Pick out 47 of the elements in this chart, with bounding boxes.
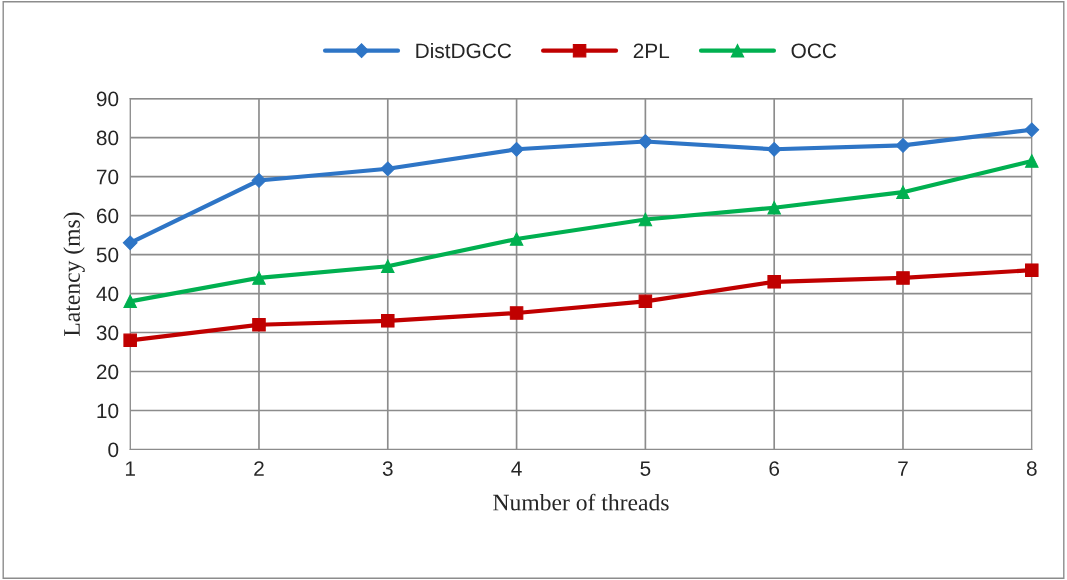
y-tick-label: 40 xyxy=(96,286,119,302)
point xyxy=(896,271,910,285)
legend-label: 2PL xyxy=(633,43,670,58)
y-tick-label: 0 xyxy=(108,442,119,458)
legend-label: OCC xyxy=(791,43,837,59)
legend-label: DistDGCC xyxy=(416,42,512,59)
y-tick-label: 70 xyxy=(96,169,119,185)
point xyxy=(509,306,524,320)
point xyxy=(896,185,910,199)
point xyxy=(638,294,653,309)
x-tick-label: 4 xyxy=(511,461,522,476)
point xyxy=(638,212,653,227)
y-tick-label: 60 xyxy=(96,208,119,224)
point xyxy=(252,271,266,285)
point xyxy=(767,201,781,215)
x-tick-label: 2 xyxy=(254,461,264,476)
y-tick-label: 30 xyxy=(96,325,119,341)
point xyxy=(895,137,911,153)
point xyxy=(766,141,782,157)
y-tick-label: 80 xyxy=(96,130,119,146)
point xyxy=(637,134,653,149)
point xyxy=(1024,122,1040,138)
y-tick-label: 10 xyxy=(97,403,119,419)
point xyxy=(509,232,524,246)
point xyxy=(123,294,137,309)
point xyxy=(1025,154,1039,168)
point xyxy=(122,235,138,251)
x-tick-label: 7 xyxy=(898,461,908,476)
y-tick-label: 50 xyxy=(96,247,119,263)
x-tick-label: 3 xyxy=(382,461,393,476)
x-tick-label: 8 xyxy=(1026,461,1037,476)
point xyxy=(381,259,395,274)
x-axis-title: Number of threads xyxy=(493,493,669,511)
y-tick-label: 20 xyxy=(96,364,119,380)
point xyxy=(1025,263,1039,277)
point xyxy=(251,173,267,188)
y-axis-title: Latency (ms) xyxy=(63,212,85,336)
point xyxy=(123,333,137,348)
point xyxy=(381,314,395,328)
x-tick-label: 1 xyxy=(125,461,135,476)
y-tick-label: 90 xyxy=(96,91,119,107)
point xyxy=(380,161,396,177)
x-tick-label: 6 xyxy=(769,461,780,476)
x-tick-label: 5 xyxy=(640,461,651,476)
point xyxy=(767,275,781,289)
point xyxy=(252,317,266,332)
point xyxy=(509,141,524,157)
